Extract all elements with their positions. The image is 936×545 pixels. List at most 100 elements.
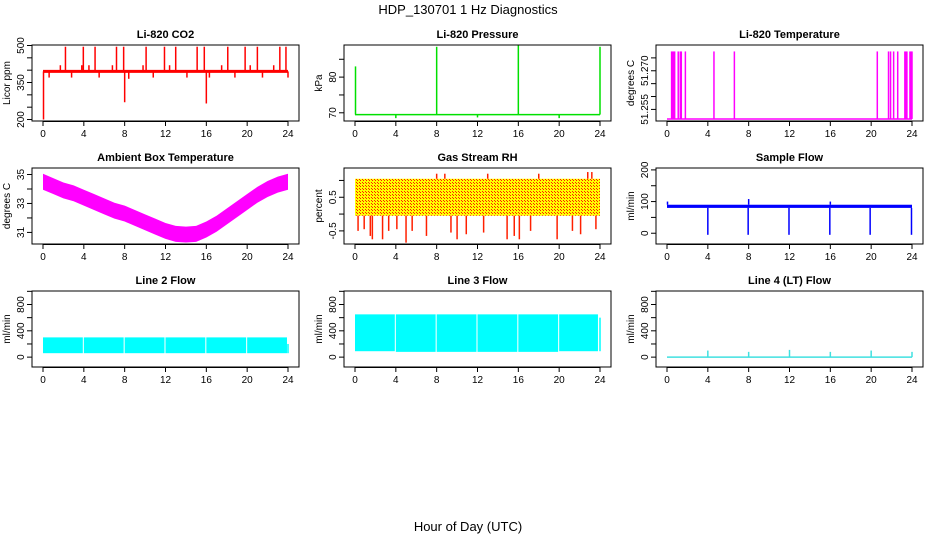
y-axis-label: ml/min xyxy=(626,191,637,220)
y-tick-label: 350 xyxy=(16,74,27,91)
x-tick-label: 16 xyxy=(201,252,213,263)
chart-panel: Gas Stream RH percent-0.5 0.5 0 4 8 12 16 20 24 xyxy=(314,152,612,263)
plot-frame xyxy=(31,44,300,122)
y-axis-label: percent xyxy=(314,189,325,223)
x-tick-label: 16 xyxy=(513,129,525,140)
x-tick-label: 0 xyxy=(352,375,358,386)
chart-panel: Line 3 Flow ml/min 0 400 800 0 4 8 12 16 20 24 xyxy=(314,275,612,386)
x-tick-label: 24 xyxy=(282,375,294,386)
x-tick-label: 12 xyxy=(160,129,172,140)
y-tick-label: 200 xyxy=(640,161,651,178)
chart-panel: Line 2 Flow ml/min 0 400 800 0 4 8 12 16 20 24 xyxy=(2,275,300,386)
panel-title: Line 4 (LT) Flow xyxy=(748,275,831,287)
x-tick-label: 8 xyxy=(746,252,752,263)
x-tick-label: 12 xyxy=(784,129,796,140)
panel-title: Ambient Box Temperature xyxy=(97,152,234,164)
data-band xyxy=(667,204,912,208)
panel-title: Gas Stream RH xyxy=(437,152,517,164)
y-axis-label: ml/min xyxy=(626,314,637,343)
data-segment xyxy=(165,337,206,354)
data-segment xyxy=(395,314,436,352)
y-tick-label: 200 xyxy=(16,111,27,128)
plot-area xyxy=(667,349,913,358)
x-tick-label: 4 xyxy=(393,375,399,386)
y-tick-label: 0.5 xyxy=(328,190,339,204)
x-tick-label: 20 xyxy=(866,129,878,140)
x-tick-label: 0 xyxy=(664,252,670,263)
x-tick-label: 12 xyxy=(160,375,172,386)
x-tick-label: 0 xyxy=(352,129,358,140)
chart-panel: Li-820 Temperature degrees C51.255 51.270 0… xyxy=(626,29,924,140)
x-tick-label: 0 xyxy=(664,375,670,386)
data-segment xyxy=(247,337,287,354)
plot-area xyxy=(43,173,288,243)
y-axis-label: degrees C xyxy=(626,60,637,106)
chart-panel: Li-820 Pressure kPa 70 80 0 4 8 12 16 20 24 xyxy=(314,29,612,140)
panel-title: Li-820 Temperature xyxy=(739,29,840,41)
data-segment xyxy=(559,314,598,352)
y-tick-label: 51.255 xyxy=(640,94,651,125)
y-axis-label: degrees C xyxy=(2,183,13,229)
x-tick-label: 16 xyxy=(825,129,837,140)
y-tick-label: 70 xyxy=(328,107,339,119)
data-band xyxy=(43,173,288,243)
x-tick-label: 12 xyxy=(160,252,172,263)
x-tick-label: 12 xyxy=(472,375,484,386)
plot-frame xyxy=(343,44,612,122)
y-tick-label: 400 xyxy=(640,322,651,339)
x-tick-label: 16 xyxy=(825,375,837,386)
panel-title: Line 2 Flow xyxy=(136,275,196,287)
y-tick-label: 800 xyxy=(328,296,339,313)
chart-panel: Sample Flow ml/min 0 100 200 0 4 8 12 16 20 24 xyxy=(626,152,924,263)
y-tick-label: 51.270 xyxy=(640,55,651,86)
data-band xyxy=(355,178,600,216)
plot-area xyxy=(355,172,600,243)
panel-title: Li-820 Pressure xyxy=(437,29,519,41)
data-segment xyxy=(124,337,165,354)
x-tick-label: 8 xyxy=(122,252,128,263)
data-segment xyxy=(355,314,395,352)
x-tick-label: 4 xyxy=(705,375,711,386)
y-tick-label: -0.5 xyxy=(328,222,339,240)
x-tick-label: 24 xyxy=(594,375,606,386)
x-tick-label: 20 xyxy=(242,375,254,386)
x-tick-label: 20 xyxy=(554,129,566,140)
x-tick-label: 24 xyxy=(906,375,918,386)
y-tick-label: 33 xyxy=(16,197,27,209)
y-axis-label: ml/min xyxy=(314,314,325,343)
x-tick-label: 24 xyxy=(282,129,294,140)
figure-title: HDP_130701 1 Hz Diagnostics xyxy=(378,2,558,17)
y-tick-label: 0 xyxy=(16,354,27,360)
y-axis-label: kPa xyxy=(314,74,325,92)
x-tick-label: 8 xyxy=(434,252,440,263)
x-tick-label: 8 xyxy=(434,129,440,140)
y-tick-label: 80 xyxy=(328,71,339,83)
x-tick-label: 0 xyxy=(40,252,46,263)
x-tick-label: 0 xyxy=(664,129,670,140)
plot-frame xyxy=(655,44,924,122)
plot-frame xyxy=(31,290,300,368)
x-tick-label: 8 xyxy=(746,375,752,386)
x-tick-label: 4 xyxy=(81,375,87,386)
x-tick-label: 16 xyxy=(513,375,525,386)
y-tick-label: 800 xyxy=(640,296,651,313)
y-tick-label: 800 xyxy=(16,296,27,313)
x-tick-label: 20 xyxy=(866,252,878,263)
x-tick-label: 8 xyxy=(122,375,128,386)
y-tick-label: 35 xyxy=(16,169,27,181)
y-tick-label: 31 xyxy=(16,226,27,238)
x-tick-label: 24 xyxy=(594,252,606,263)
x-tick-label: 24 xyxy=(282,252,294,263)
x-tick-label: 4 xyxy=(393,252,399,263)
x-tick-label: 0 xyxy=(40,129,46,140)
y-tick-label: 0 xyxy=(328,354,339,360)
plot-area xyxy=(354,45,601,119)
plot-area xyxy=(43,337,289,354)
x-tick-label: 12 xyxy=(472,252,484,263)
chart-panel: Ambient Box Temperature degrees C31 33 35 0 4… xyxy=(2,152,300,263)
data-segment xyxy=(206,337,247,354)
plot-area xyxy=(42,46,289,120)
x-tick-label: 12 xyxy=(784,252,796,263)
x-tick-label: 24 xyxy=(906,252,918,263)
